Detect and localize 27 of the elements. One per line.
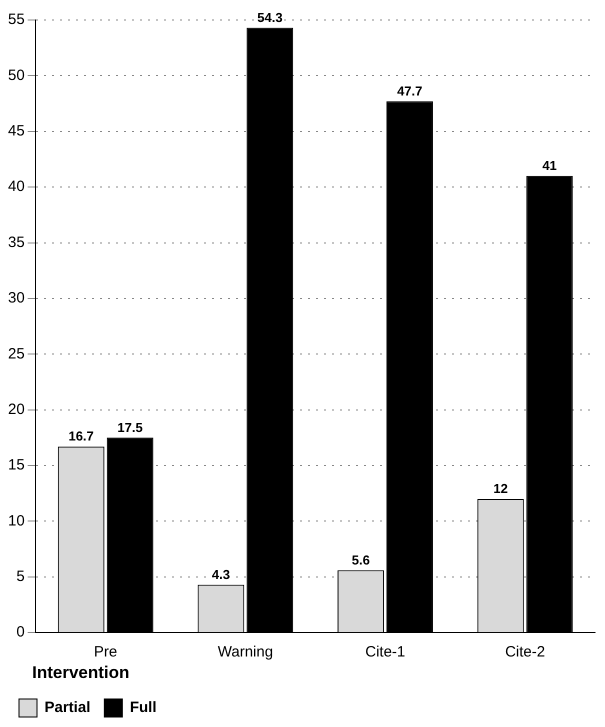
y-tick-label: 55	[8, 11, 25, 28]
y-tick-label: 50	[8, 66, 25, 84]
x-tick-label: Pre	[94, 644, 118, 661]
legend-label: Full	[130, 699, 157, 716]
y-tick-label: 5	[16, 568, 25, 586]
data-label: 4.3	[212, 566, 230, 582]
data-label: 5.6	[352, 552, 370, 568]
data-label: 17.5	[117, 420, 143, 435]
data-label: 16.7	[68, 428, 94, 444]
y-tick-label: 45	[8, 122, 25, 140]
legend-label: Partial	[44, 699, 90, 716]
x-tick-label: Warning	[218, 644, 274, 661]
y-tick-label: 0	[16, 624, 25, 641]
legend-title: Intervention	[32, 662, 130, 682]
data-label: 12	[493, 481, 508, 496]
data-label: 54.3	[257, 10, 283, 25]
x-tick-label: Cite-2	[505, 644, 546, 661]
y-tick-label: 40	[8, 178, 25, 196]
y-tick-label: 20	[8, 400, 25, 418]
y-tick-label: 35	[8, 234, 25, 251]
data-label: 41	[542, 158, 557, 174]
y-tick-label: 10	[8, 512, 25, 530]
x-tick-label: Cite-1	[365, 644, 406, 661]
y-tick-label: 30	[8, 290, 25, 307]
y-tick-label: 15	[8, 456, 25, 474]
data-label: 47.7	[397, 83, 422, 98]
y-tick-label: 25	[8, 345, 25, 362]
